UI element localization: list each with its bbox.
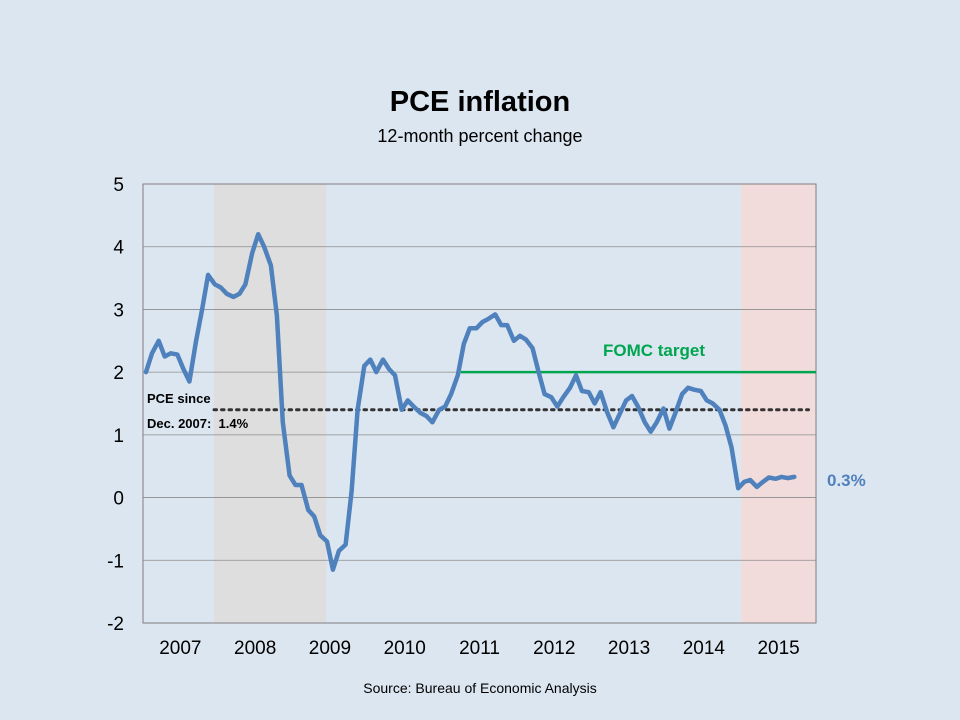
shaded-regions [214,184,816,623]
x-tick-label: 2011 [459,638,500,659]
x-tick-label: 2012 [533,638,575,659]
source-note: Source: Bureau of Economic Analysis [363,680,597,696]
y-tick-label: 1 [113,426,124,447]
y-tick-label: 3 [113,300,124,321]
reference-lines [212,370,816,412]
y-tick-label: -2 [107,614,124,635]
y-tick-label: 0 [113,489,124,510]
x-tick-label: 2015 [757,638,799,659]
shaded-region-2015 [741,184,816,623]
y-tick-label: 2 [113,363,124,384]
average-label-line2: Dec. 2007: 1.4% [147,416,249,431]
series-line-pce [143,231,797,572]
x-tick-label: 2008 [234,638,276,659]
x-tick-label: 2007 [159,638,201,659]
annotations: FOMC target PCE since Dec. 2007: 1.4% 0.3% [147,341,866,490]
shaded-region-recession [214,184,327,623]
x-tick-label: 2010 [384,638,426,659]
chart-subtitle: 12-month percent change [377,126,583,146]
x-tick-label: 2009 [309,638,351,659]
average-label-line1: PCE since [147,391,211,406]
x-tick-label: 2013 [608,638,650,659]
x-axis-ticks: 2007 2008 2009 2010 2011 2012 2013 2014 2015 [159,638,800,659]
plot-frame [142,183,817,624]
series-layer [143,231,797,572]
chart-title: PCE inflation [389,86,571,118]
end-value-label: 0.3% [827,471,866,490]
y-tick-label: 4 [113,238,124,259]
y-axis-ticks: 5 4 3 2 1 0 -1 -2 [107,175,124,635]
y-tick-label: -1 [107,551,124,572]
target-label: FOMC target [603,341,705,360]
y-tick-label: 5 [113,175,124,196]
x-tick-label: 2014 [683,638,726,659]
